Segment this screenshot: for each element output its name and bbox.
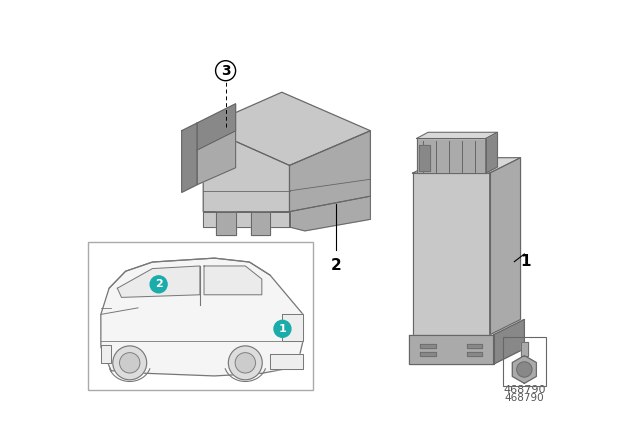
Text: 468790: 468790 — [503, 385, 546, 395]
Text: 3: 3 — [508, 342, 517, 356]
Circle shape — [120, 353, 140, 373]
Circle shape — [113, 346, 147, 380]
Polygon shape — [419, 145, 431, 171]
Polygon shape — [101, 345, 111, 363]
Polygon shape — [486, 132, 497, 173]
Polygon shape — [420, 352, 436, 356]
Polygon shape — [289, 196, 371, 231]
Polygon shape — [197, 131, 236, 185]
Circle shape — [235, 353, 255, 373]
Polygon shape — [204, 127, 289, 211]
Polygon shape — [417, 138, 486, 173]
Polygon shape — [282, 314, 303, 340]
Polygon shape — [204, 92, 371, 165]
Circle shape — [228, 346, 262, 380]
Circle shape — [216, 60, 236, 81]
Text: 468790: 468790 — [504, 392, 544, 403]
Bar — [88, 242, 312, 390]
Polygon shape — [197, 104, 236, 150]
Polygon shape — [417, 132, 497, 138]
Text: 2: 2 — [330, 258, 341, 273]
Polygon shape — [409, 335, 493, 364]
Circle shape — [150, 276, 167, 293]
Polygon shape — [467, 352, 482, 356]
Bar — [503, 337, 546, 386]
Polygon shape — [270, 353, 303, 370]
Circle shape — [516, 362, 532, 377]
Polygon shape — [117, 266, 200, 297]
Polygon shape — [413, 158, 520, 173]
Polygon shape — [182, 123, 197, 192]
Polygon shape — [420, 344, 436, 348]
Polygon shape — [251, 211, 270, 235]
Text: 3: 3 — [221, 64, 230, 78]
Text: 1: 1 — [278, 324, 286, 334]
Polygon shape — [520, 342, 528, 356]
Circle shape — [274, 320, 291, 337]
Polygon shape — [204, 211, 289, 227]
Polygon shape — [101, 258, 303, 376]
Polygon shape — [467, 344, 482, 348]
Text: 2: 2 — [155, 279, 163, 289]
Polygon shape — [490, 158, 520, 335]
Polygon shape — [216, 211, 236, 235]
Polygon shape — [289, 131, 371, 211]
Polygon shape — [413, 173, 490, 335]
Polygon shape — [493, 319, 524, 364]
Polygon shape — [204, 266, 262, 295]
Polygon shape — [513, 356, 536, 383]
Text: 1: 1 — [520, 254, 531, 269]
